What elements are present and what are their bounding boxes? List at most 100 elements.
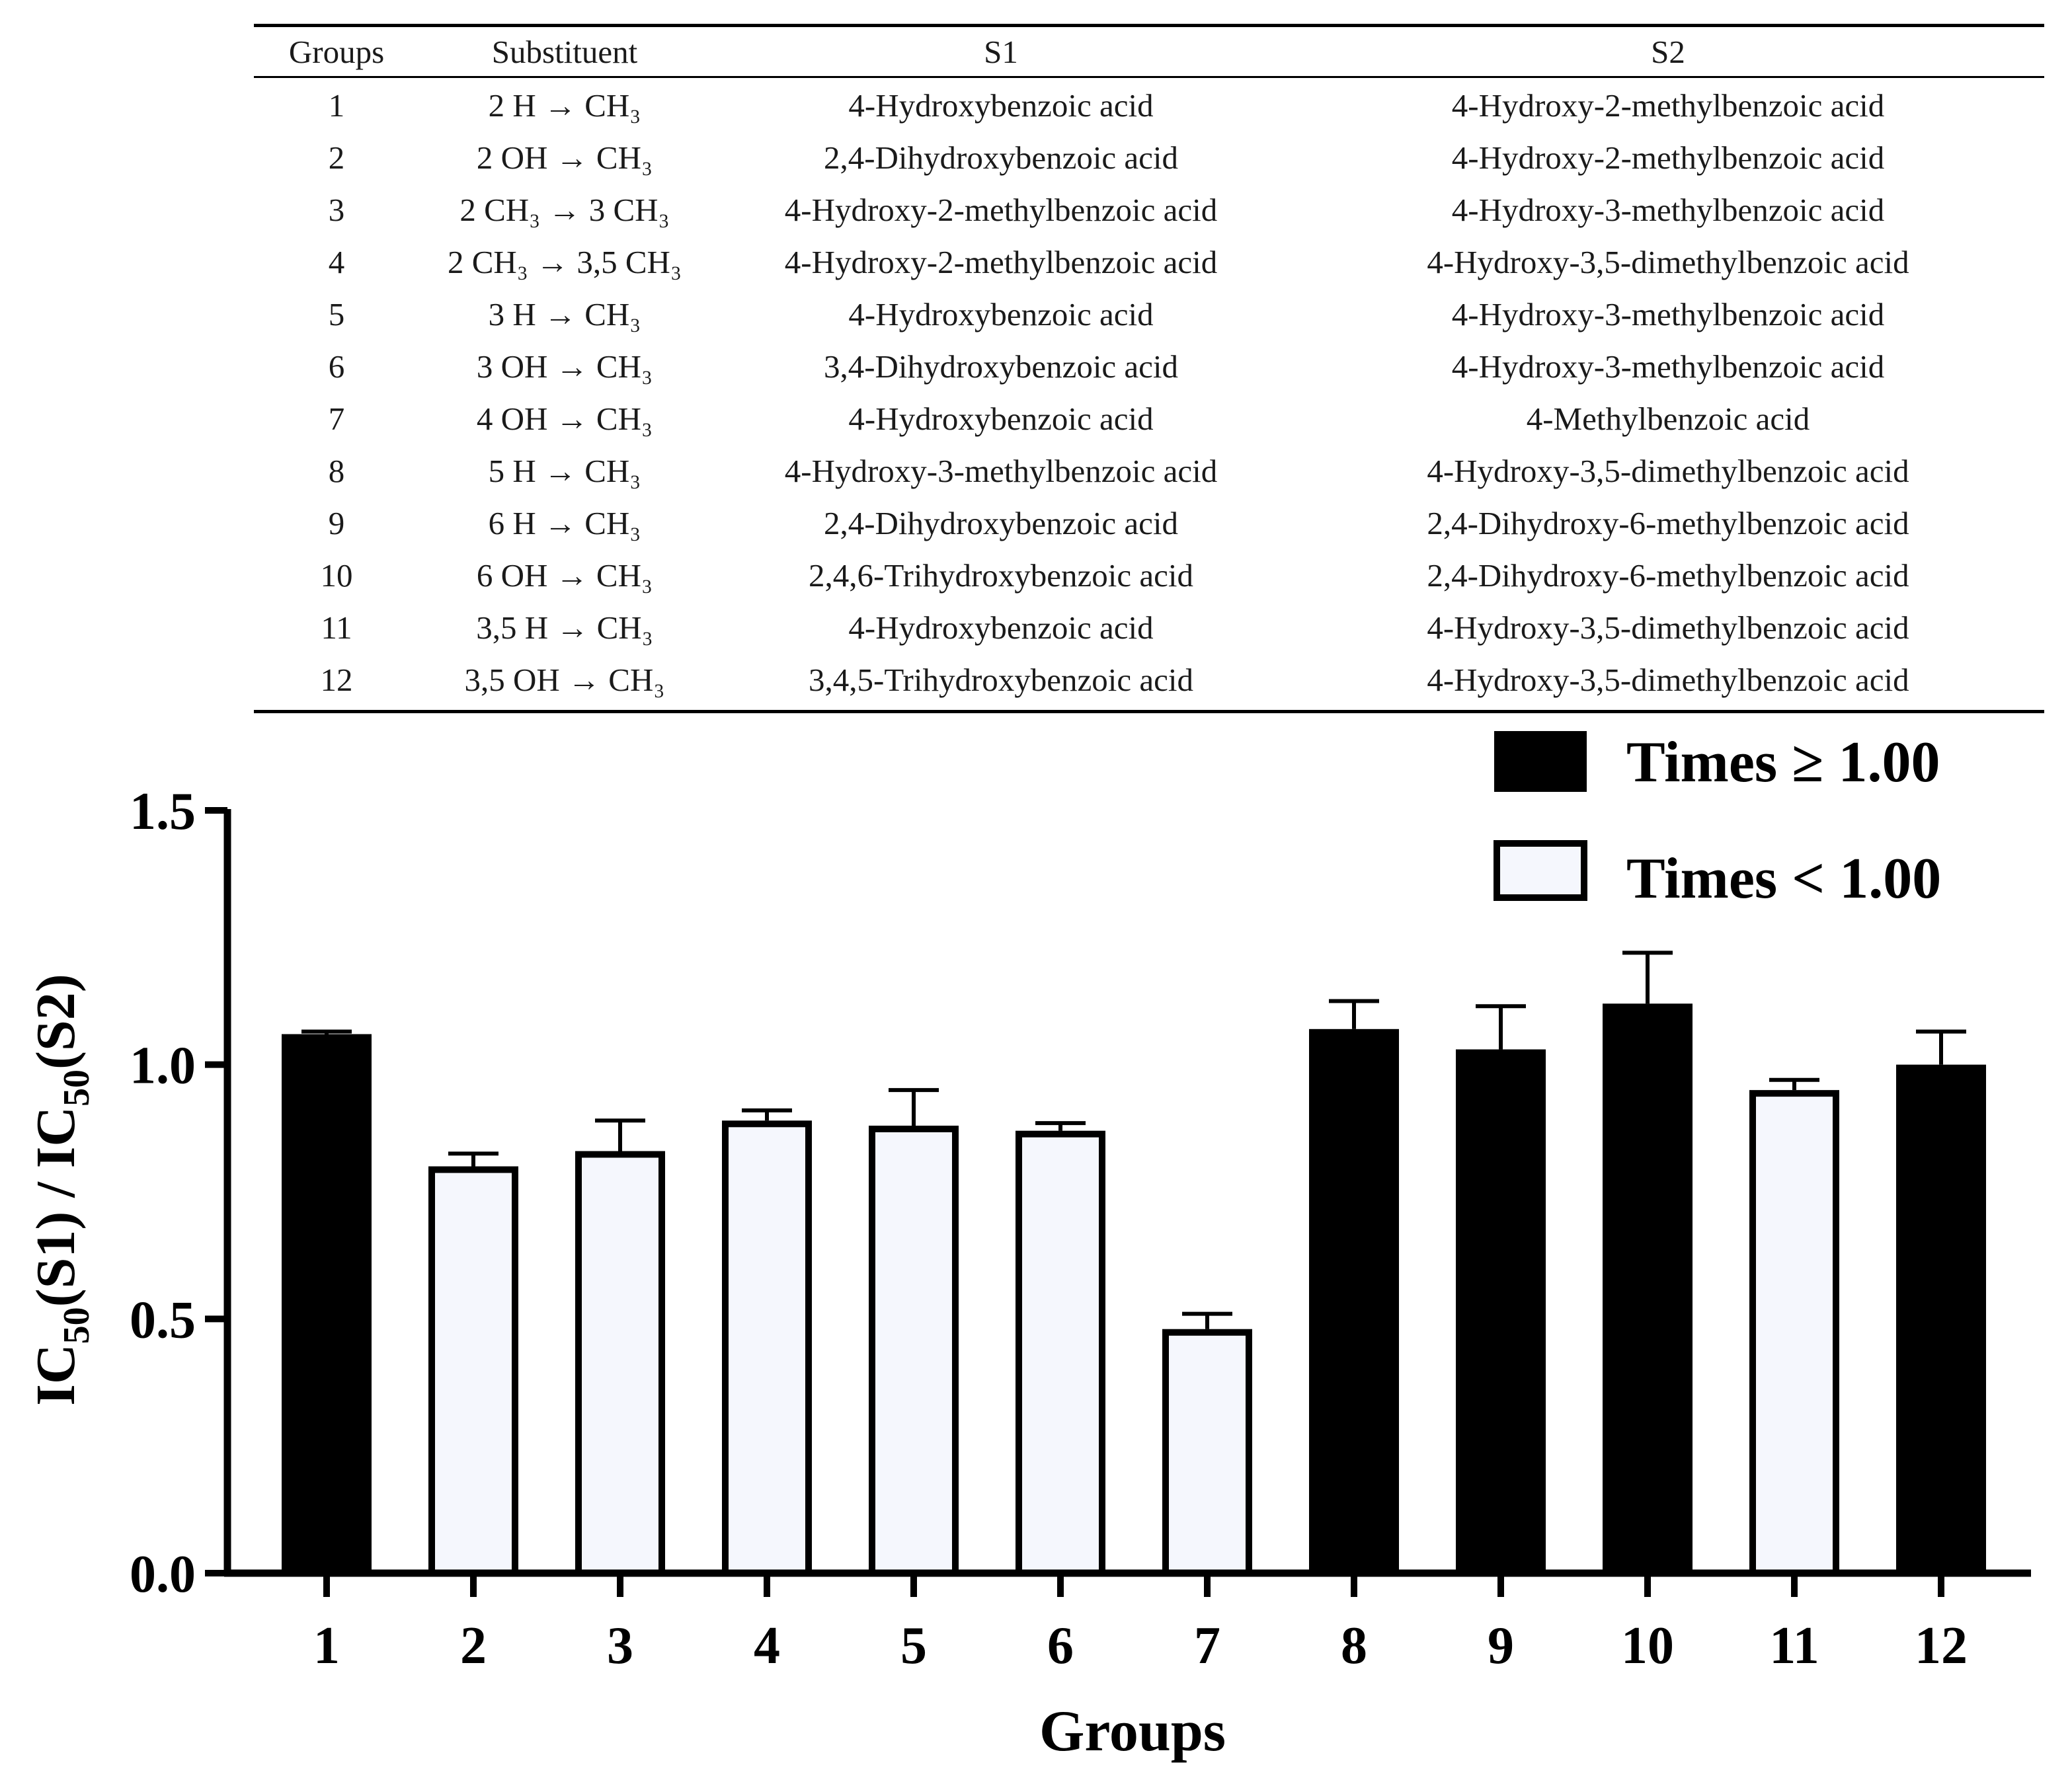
legend-swatch-open (1494, 840, 1587, 901)
cell-substituent: 6 H → CH₃ (488, 505, 641, 541)
cell-substituent: 3,5 H → CH₃ (476, 609, 653, 646)
y-tick-label: 1.0 (130, 1037, 196, 1095)
cell-s1: 4-Hydroxybenzoic acid (848, 609, 1154, 646)
cell-s2: 4-Hydroxy-2-methylbenzoic acid (1451, 87, 1885, 124)
y-tick-label: 1.5 (130, 783, 196, 841)
cell-s1: 2,4,6-Trihydroxybenzoic acid (809, 557, 1193, 594)
cell-group: 10 (320, 557, 353, 594)
cell-s2: 2,4-Dihydroxy-6-methylbenzoic acid (1427, 505, 1909, 541)
x-tick-label: 4 (754, 1617, 780, 1675)
cell-s1: 4-Hydroxy-3-methylbenzoic acid (784, 453, 1218, 489)
bar (1162, 1329, 1252, 1576)
cell-s2: 4-Hydroxy-3,5-dimethylbenzoic acid (1427, 662, 1909, 698)
cell-group: 12 (320, 662, 353, 698)
table-row: 1 2 H → CH₃ 4-Hydroxybenzoic acid 4-Hydroxy… (254, 79, 2044, 132)
cell-group: 6 (328, 348, 345, 385)
cell-substituent: 2 H → CH₃ (488, 87, 641, 124)
cell-s1: 2,4-Dihydroxybenzoic acid (823, 505, 1179, 541)
table-header-rule (254, 76, 2044, 78)
table-row: 5 3 H → CH₃ 4-Hydroxybenzoic acid 4-Hydroxy… (254, 288, 2044, 340)
cell-s1: 4-Hydroxy-2-methylbenzoic acid (784, 244, 1218, 280)
cell-substituent: 3 H → CH₃ (488, 296, 641, 332)
table-bottom-rule (254, 710, 2044, 713)
bar (722, 1120, 812, 1576)
bar (1309, 1029, 1399, 1573)
cell-s2: 4-Hydroxy-3-methylbenzoic acid (1451, 348, 1885, 385)
cell-s1: 3,4,5-Trihydroxybenzoic acid (809, 662, 1193, 698)
cell-group: 5 (328, 296, 345, 332)
bar (575, 1151, 665, 1577)
cell-substituent: 2 CH₃ → 3 CH₃ (459, 192, 670, 228)
cell-s1: 4-Hydroxy-2-methylbenzoic acid (784, 192, 1218, 228)
table-row: 7 4 OH → CH₃ 4-Hydroxybenzoic acid 4-Methyl… (254, 393, 2044, 445)
table-row: 8 5 H → CH₃ 4-Hydroxy-3-methylbenzoic acid… (254, 445, 2044, 497)
cell-s2: 2,4-Dihydroxy-6-methylbenzoic acid (1427, 557, 1909, 594)
cell-s1: 4-Hydroxybenzoic acid (848, 401, 1154, 437)
x-tick-label: 9 (1488, 1617, 1514, 1675)
table-row: 12 3,5 OH → CH₃ 3,4,5-Trihydroxybenzoic ac… (254, 654, 2044, 706)
cell-s1: 2,4-Dihydroxybenzoic acid (823, 139, 1179, 176)
cell-group: 4 (328, 244, 345, 280)
table-top-rule (254, 24, 2044, 27)
table-row: 2 2 OH → CH₃ 2,4-Dihydroxybenzoic acid 4-Hy… (254, 132, 2044, 184)
header-substituent: Substituent (491, 33, 638, 70)
cell-s2: 4-Hydroxy-3,5-dimethylbenzoic acid (1427, 609, 1909, 646)
table-row: 9 6 H → CH₃ 2,4-Dihydroxybenzoic acid 2,4-D… (254, 497, 2044, 549)
cell-s2: 4-Hydroxy-3,5-dimethylbenzoic acid (1427, 244, 1909, 280)
table-row: 4 2 CH₃ → 3,5 CH₃ 4-Hydroxy-2-methylbenzoi… (254, 236, 2044, 288)
cell-s2: 4-Hydroxy-3-methylbenzoic acid (1451, 192, 1885, 228)
legend-label-filled: Times ≥ 1.00 (1626, 730, 1940, 795)
cell-s2: 4-Hydroxy-3-methylbenzoic acid (1451, 296, 1885, 332)
legend: Times ≥ 1.00 Times < 1.00 (1494, 730, 1941, 911)
cell-group: 1 (328, 87, 345, 124)
table-row: 3 2 CH₃ → 3 CH₃ 4-Hydroxy-2-methylbenzoic … (254, 184, 2044, 236)
cell-substituent: 3 OH → CH₃ (476, 348, 653, 385)
x-tick-label: 2 (460, 1617, 487, 1675)
cell-group: 11 (321, 609, 352, 646)
y-tick-label: 0.0 (130, 1545, 196, 1604)
bar (1016, 1130, 1105, 1577)
table-row: 11 3,5 H → CH₃ 4-Hydroxybenzoic acid 4-Hydr… (254, 602, 2044, 654)
plot-area: 0.00.51.01.51 2 3 4 5 6 7 8 9 10 11 12 (130, 783, 2031, 1675)
x-tick-label: 7 (1194, 1617, 1220, 1675)
cell-substituent: 5 H → CH₃ (488, 453, 641, 489)
x-tick-label: 1 (313, 1617, 340, 1675)
bar (428, 1166, 518, 1576)
y-tick-label: 0.5 (130, 1291, 196, 1349)
legend-label-open: Times < 1.00 (1626, 847, 1941, 911)
cell-s2: 4-Hydroxy-2-methylbenzoic acid (1451, 139, 1885, 176)
bar (869, 1125, 959, 1576)
x-axis-label: Groups (1039, 1699, 1226, 1764)
x-tick-label: 10 (1621, 1617, 1674, 1675)
cell-s1: 4-Hydroxybenzoic acid (848, 87, 1154, 124)
substituent-table: Groups Substituent S1 S2 1 2 H → CH₃ 4-Hyd… (254, 24, 2044, 713)
cell-group: 9 (328, 505, 345, 541)
header-s2: S2 (1651, 33, 1685, 70)
cell-group: 2 (328, 139, 345, 176)
header-groups: Groups (288, 33, 385, 70)
cell-s1: 4-Hydroxybenzoic acid (848, 296, 1154, 332)
x-tick-label: 5 (900, 1617, 927, 1675)
cell-substituent: 3,5 OH → CH₃ (464, 662, 665, 698)
bar (1456, 1049, 1546, 1573)
bar (1603, 1003, 1693, 1573)
cell-s2: 4-Methylbenzoic acid (1526, 401, 1810, 437)
x-tick-label: 11 (1769, 1617, 1819, 1675)
cell-group: 7 (328, 401, 345, 437)
cell-substituent: 2 OH → CH₃ (476, 139, 653, 176)
y-axis-label: IC50(S1) / IC50(S2) (25, 974, 97, 1405)
header-s1: S1 (984, 33, 1018, 70)
table-body: 1 2 H → CH₃ 4-Hydroxybenzoic acid 4-Hydroxy… (254, 78, 2044, 710)
cell-s2: 4-Hydroxy-3,5-dimethylbenzoic acid (1427, 453, 1909, 489)
legend-swatch-filled (1494, 731, 1587, 792)
x-tick-label: 12 (1915, 1617, 1968, 1675)
table-row: 6 3 OH → CH₃ 3,4-Dihydroxybenzoic acid 4-Hy… (254, 340, 2044, 393)
x-tick-label: 8 (1341, 1617, 1367, 1675)
cell-substituent: 6 OH → CH₃ (476, 557, 653, 594)
cell-group: 8 (328, 453, 345, 489)
cell-group: 3 (328, 192, 345, 228)
table-header-row: Groups Substituent S1 S2 (254, 27, 2044, 76)
x-tick-label: 3 (607, 1617, 633, 1675)
x-tick-label: 6 (1047, 1617, 1074, 1675)
